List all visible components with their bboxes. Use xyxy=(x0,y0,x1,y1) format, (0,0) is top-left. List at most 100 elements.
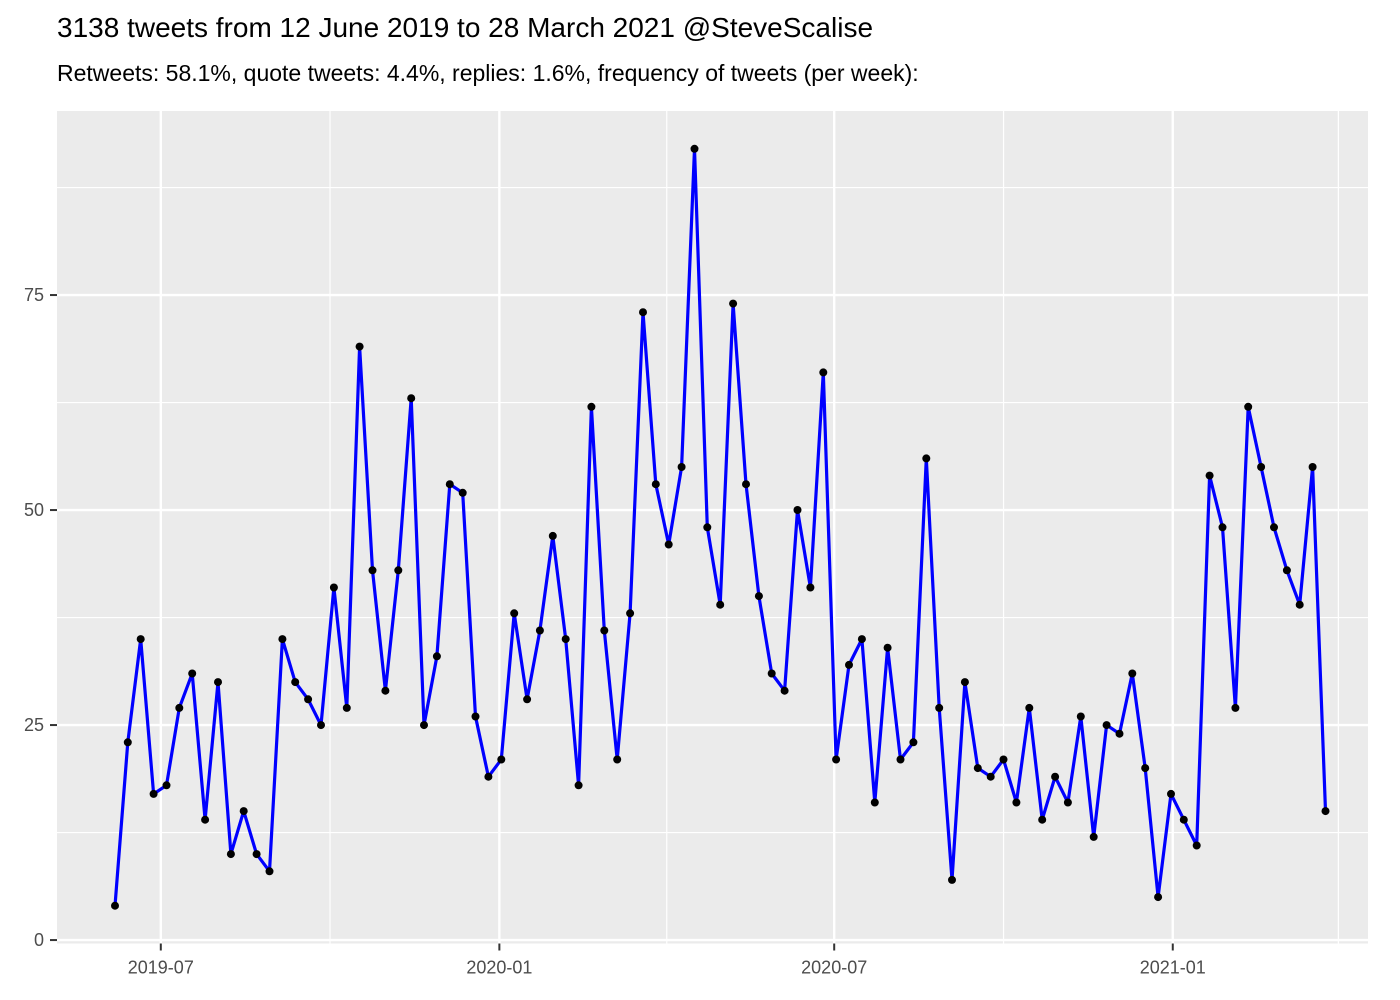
data-point xyxy=(677,463,686,471)
data-point xyxy=(510,609,519,618)
data-point xyxy=(1154,893,1163,902)
data-point xyxy=(214,678,222,687)
data-point xyxy=(973,764,982,773)
data-point xyxy=(948,875,956,884)
data-point xyxy=(1089,832,1098,841)
y-axis-tick-label: 50 xyxy=(24,500,44,520)
data-point xyxy=(922,454,931,463)
data-point xyxy=(381,686,390,695)
x-axis-tick-label: 2021-01 xyxy=(1140,958,1206,978)
data-point xyxy=(767,669,776,678)
data-point xyxy=(1205,471,1214,480)
data-point xyxy=(613,755,622,764)
data-point xyxy=(1128,669,1137,678)
data-point xyxy=(445,480,454,489)
data-point xyxy=(484,772,493,781)
data-point xyxy=(1257,463,1266,471)
data-point xyxy=(883,643,892,652)
data-point xyxy=(870,798,879,807)
data-point xyxy=(1115,729,1124,738)
data-point xyxy=(1244,402,1253,411)
x-axis-tick-label: 2019-07 xyxy=(128,958,194,978)
data-point xyxy=(716,600,725,609)
y-axis-tick-label: 0 xyxy=(34,930,44,950)
data-point xyxy=(1321,807,1330,816)
data-point xyxy=(999,755,1008,764)
data-point xyxy=(1051,772,1060,781)
data-point xyxy=(626,609,635,618)
data-point xyxy=(1012,798,1021,807)
chart-title: 3138 tweets from 12 June 2019 to 28 Marc… xyxy=(57,12,874,43)
data-point xyxy=(857,635,866,644)
data-point xyxy=(819,368,828,377)
data-point xyxy=(1308,463,1317,471)
data-point xyxy=(291,678,300,687)
data-point xyxy=(317,721,325,730)
data-point xyxy=(149,789,158,798)
data-point xyxy=(535,626,544,635)
data-point xyxy=(471,712,480,721)
data-point xyxy=(600,626,609,635)
y-axis-tick-label: 25 xyxy=(24,715,44,735)
data-point xyxy=(239,807,248,816)
data-point xyxy=(432,652,441,661)
data-point xyxy=(690,144,699,153)
data-point xyxy=(394,566,403,575)
data-point xyxy=(1192,841,1201,850)
data-point xyxy=(1218,523,1227,532)
data-point xyxy=(136,635,145,644)
data-point xyxy=(123,738,132,747)
data-point xyxy=(1102,721,1111,730)
y-axis-tick-label: 75 xyxy=(24,285,44,305)
data-point xyxy=(780,686,789,695)
data-point xyxy=(1167,789,1175,798)
data-point xyxy=(175,703,184,712)
data-point xyxy=(1179,815,1188,824)
data-point xyxy=(703,523,712,532)
data-point xyxy=(497,755,506,764)
data-point xyxy=(561,635,570,644)
data-point xyxy=(1270,523,1278,532)
data-point xyxy=(278,635,287,644)
data-point xyxy=(201,815,210,824)
data-point xyxy=(909,738,918,747)
data-point xyxy=(639,308,647,317)
data-point xyxy=(1076,712,1085,721)
data-point xyxy=(1141,764,1150,773)
data-points xyxy=(111,144,1330,910)
data-point xyxy=(793,506,802,514)
data-point xyxy=(1063,798,1072,807)
data-point xyxy=(368,566,377,575)
data-point xyxy=(265,867,274,876)
data-point xyxy=(806,583,815,592)
data-point xyxy=(664,540,673,549)
data-point xyxy=(986,772,995,781)
data-point xyxy=(548,531,557,540)
data-point xyxy=(252,850,261,859)
data-point xyxy=(304,695,313,704)
data-point xyxy=(1231,703,1240,712)
chart-subtitle: Retweets: 58.1%, quote tweets: 4.4%, rep… xyxy=(57,60,919,86)
data-point xyxy=(342,703,351,712)
data-point xyxy=(420,721,428,730)
data-point xyxy=(1295,600,1304,609)
data-point xyxy=(935,703,944,712)
data-point xyxy=(226,850,235,859)
data-point xyxy=(729,299,738,308)
data-point xyxy=(111,901,119,910)
data-point xyxy=(574,781,583,790)
data-point xyxy=(162,781,171,790)
data-point xyxy=(1282,566,1291,575)
data-point xyxy=(754,592,763,601)
data-point xyxy=(1038,815,1047,824)
data-point xyxy=(523,695,532,704)
data-point xyxy=(587,402,596,411)
data-point xyxy=(407,394,416,403)
data-point xyxy=(832,755,841,764)
data-point xyxy=(651,480,660,489)
data-point xyxy=(355,342,364,351)
data-point xyxy=(458,488,467,497)
data-point xyxy=(188,669,197,678)
